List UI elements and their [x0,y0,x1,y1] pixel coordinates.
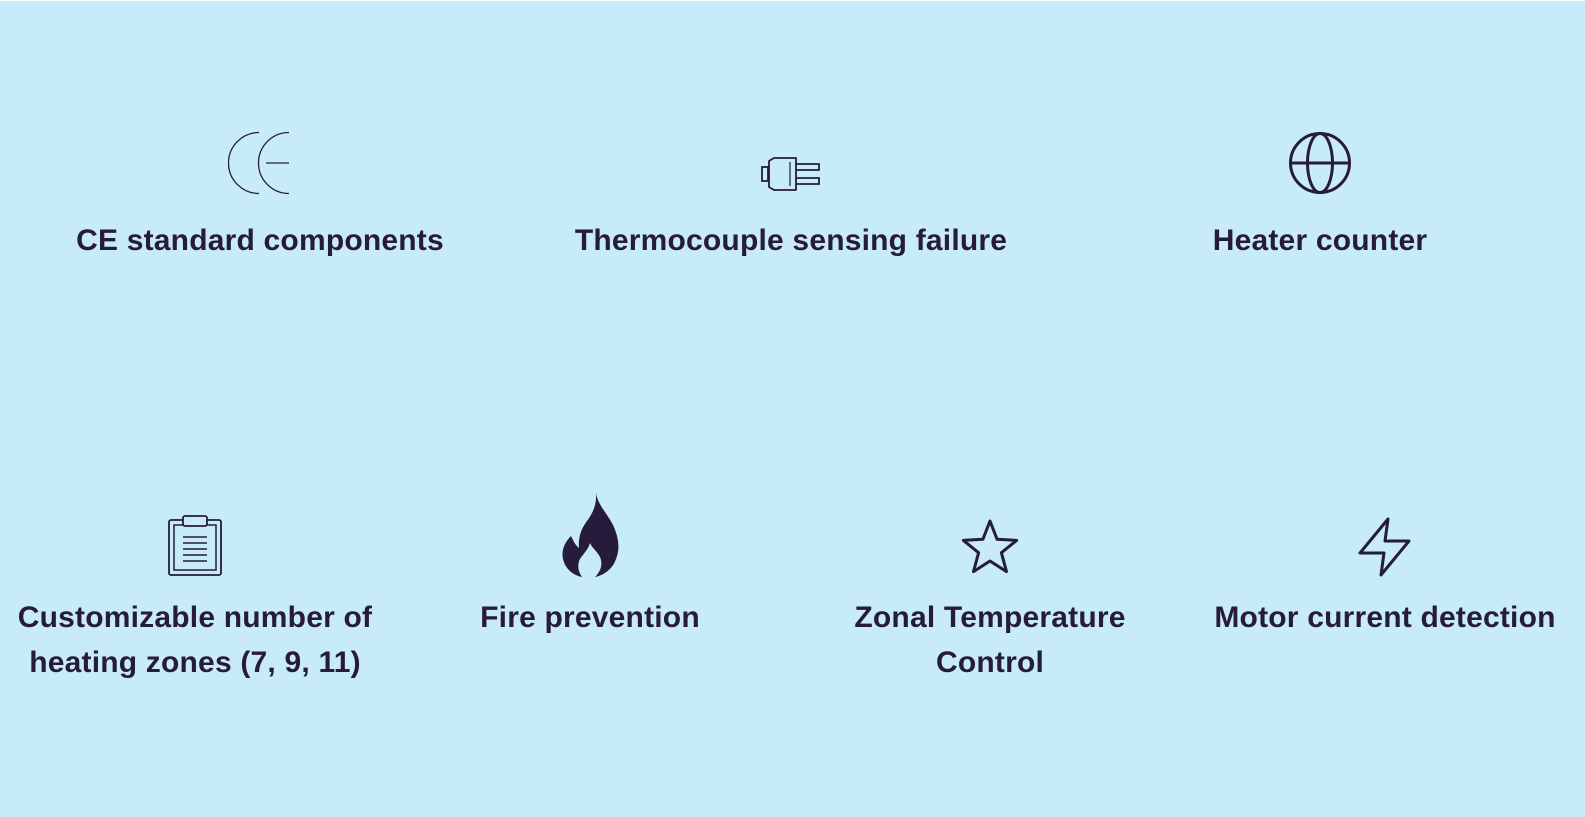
lightning-bolt-icon [1357,491,1413,577]
globe-icon [1288,131,1352,195]
feature-heater-counter: Heater counter [1135,131,1505,263]
feature-label: Motor current detection [1214,601,1556,634]
feature-zonal-temperature: Zonal Temperature Control [830,491,1150,685]
feature-heating-zones: Customizable number of heating zones (7,… [0,491,390,685]
flame-icon [561,491,619,577]
feature-label: Thermocouple sensing failure [574,224,1008,257]
feature-label: Customizable number of heating zones (7,… [17,601,373,679]
feature-label: Zonal Temperature Control [854,601,1126,679]
ce-mark-icon [228,131,292,195]
feature-thermocouple: Thermocouple sensing failure [541,131,1041,263]
feature-fire-prevention: Fire prevention [440,491,740,640]
feature-motor-current: Motor current detection [1185,491,1585,640]
feature-label: Fire prevention [480,601,700,634]
clipboard-icon [167,491,223,577]
star-icon [960,491,1020,577]
feature-label: Heater counter [1212,224,1428,257]
feature-label: CE standard components [76,224,444,257]
feature-ce-standard: CE standard components [60,131,460,263]
plug-icon [760,131,822,195]
